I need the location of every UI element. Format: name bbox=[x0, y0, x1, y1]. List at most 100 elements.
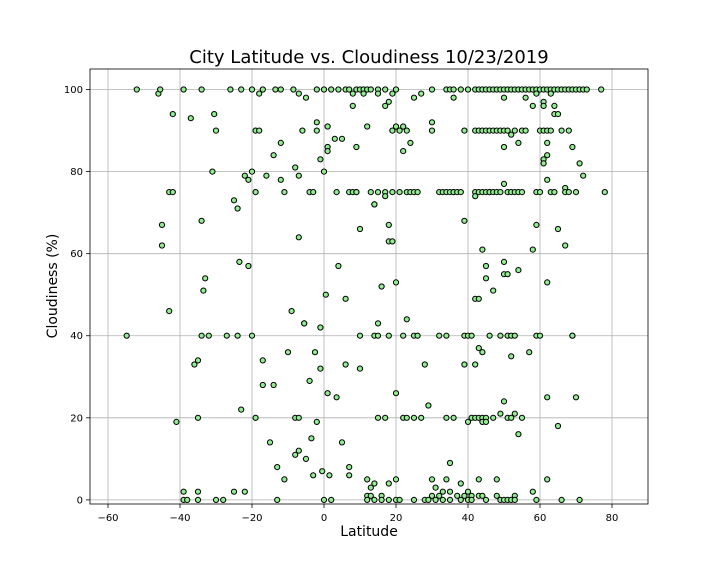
data-point bbox=[157, 86, 164, 93]
data-point bbox=[554, 225, 562, 233]
data-point bbox=[158, 242, 166, 249]
x-tick-label: −60 bbox=[97, 513, 118, 524]
data-point bbox=[313, 127, 320, 134]
data-point bbox=[479, 492, 486, 499]
chart-title: City Latitude vs. Cloudiness 10/23/2019 bbox=[189, 47, 548, 68]
data-point bbox=[333, 189, 340, 196]
data-point bbox=[236, 258, 243, 265]
data-point bbox=[288, 308, 295, 315]
data-point bbox=[367, 86, 374, 93]
data-point bbox=[241, 488, 248, 495]
data-point bbox=[270, 381, 277, 389]
data-point bbox=[385, 480, 392, 487]
data-point bbox=[385, 98, 392, 105]
data-point bbox=[202, 275, 209, 282]
data-point bbox=[200, 287, 207, 294]
data-point bbox=[252, 189, 259, 196]
data-point bbox=[410, 496, 418, 503]
data-point bbox=[410, 414, 418, 421]
data-point bbox=[472, 361, 479, 368]
data-point bbox=[540, 102, 547, 110]
data-point bbox=[475, 295, 482, 302]
data-point bbox=[333, 394, 340, 401]
data-point bbox=[194, 414, 202, 421]
data-point bbox=[493, 476, 500, 483]
data-point bbox=[533, 221, 540, 228]
data-point bbox=[248, 86, 256, 93]
data-point bbox=[490, 287, 497, 294]
data-point bbox=[230, 197, 238, 204]
data-point bbox=[544, 152, 551, 159]
data-point bbox=[576, 496, 583, 503]
data-point bbox=[284, 349, 292, 356]
data-point bbox=[238, 406, 245, 413]
data-point bbox=[310, 472, 317, 479]
data-point bbox=[290, 86, 297, 93]
data-point bbox=[457, 189, 464, 196]
data-point bbox=[317, 324, 324, 331]
data-point bbox=[382, 193, 389, 200]
data-point bbox=[248, 332, 256, 339]
data-point bbox=[529, 488, 536, 495]
data-point bbox=[209, 168, 216, 175]
data-point bbox=[385, 332, 392, 339]
data-point bbox=[194, 496, 202, 503]
data-point bbox=[389, 90, 396, 97]
data-point bbox=[331, 135, 338, 142]
data-point bbox=[205, 332, 212, 339]
data-point bbox=[259, 381, 266, 389]
data-point bbox=[428, 119, 436, 126]
data-point bbox=[295, 90, 302, 97]
data-point bbox=[439, 496, 446, 503]
data-point bbox=[310, 189, 317, 196]
data-point bbox=[410, 94, 418, 101]
y-tick-label: 40 bbox=[70, 331, 83, 342]
data-point bbox=[540, 160, 547, 167]
data-point bbox=[338, 135, 346, 142]
data-point bbox=[565, 127, 572, 134]
data-point bbox=[389, 127, 396, 134]
y-tick-label: 60 bbox=[70, 249, 83, 260]
data-point bbox=[428, 127, 436, 134]
data-point bbox=[319, 468, 326, 475]
x-axis-ticks: −60 −40 −20 0 20 40 60 80 bbox=[97, 504, 618, 524]
data-point bbox=[443, 332, 450, 339]
data-point bbox=[245, 176, 252, 183]
data-point bbox=[371, 496, 378, 503]
data-point bbox=[270, 152, 277, 159]
data-point bbox=[414, 189, 421, 196]
data-point bbox=[123, 332, 130, 339]
data-point bbox=[324, 148, 331, 155]
data-point bbox=[346, 472, 353, 479]
data-point bbox=[414, 332, 421, 339]
y-axis-label: Cloudiness (%) bbox=[45, 234, 61, 339]
data-point bbox=[436, 492, 443, 499]
data-point bbox=[461, 127, 468, 134]
data-point bbox=[428, 476, 436, 483]
data-point bbox=[223, 332, 230, 339]
data-point bbox=[544, 176, 551, 183]
data-point bbox=[547, 90, 554, 97]
data-point bbox=[446, 496, 454, 503]
x-tick-label: 40 bbox=[462, 513, 475, 524]
data-point bbox=[432, 484, 439, 491]
data-point bbox=[482, 262, 490, 270]
data-point bbox=[353, 143, 360, 151]
data-point bbox=[317, 365, 324, 372]
data-point bbox=[194, 488, 202, 495]
data-point bbox=[320, 496, 328, 503]
data-point bbox=[259, 357, 266, 364]
data-points bbox=[123, 86, 608, 503]
data-point bbox=[511, 127, 518, 134]
data-point bbox=[479, 246, 486, 253]
data-point bbox=[479, 349, 486, 356]
data-point bbox=[256, 90, 263, 97]
data-point bbox=[360, 90, 367, 97]
data-point bbox=[374, 320, 382, 327]
data-point bbox=[367, 492, 374, 499]
data-point bbox=[464, 86, 472, 93]
data-point bbox=[274, 496, 281, 503]
data-point bbox=[392, 390, 400, 397]
data-point bbox=[522, 94, 529, 101]
data-point bbox=[558, 127, 565, 134]
